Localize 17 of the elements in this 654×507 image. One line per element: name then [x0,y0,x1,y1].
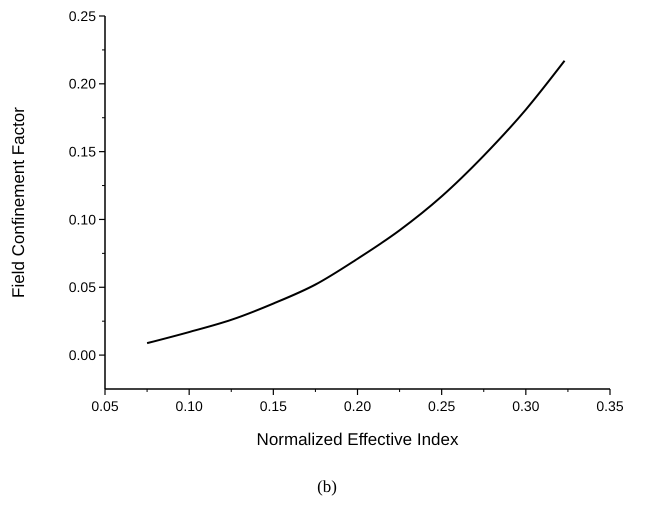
x-tick-label: 0.05 [91,398,119,414]
x-tick-label: 0.10 [176,398,204,414]
y-tick-label: 0.10 [68,211,96,228]
y-tick-label: 0.05 [68,279,96,296]
y-tick-label: 0.25 [68,8,96,24]
y-axis-title: Field Confinement Factor [9,106,28,298]
line-series [146,60,566,344]
y-tick-label: 0.20 [68,76,96,92]
x-tick-label: 0.15 [260,398,288,414]
x-tick-label: 0.30 [512,398,540,414]
x-tick-label: 0.20 [344,398,372,414]
x-tick-label: 0.25 [428,398,456,414]
x-axis-title: Normalized Effective Index [256,430,459,449]
y-tick-label: 0.00 [68,346,96,363]
x-tick-label: 0.35 [596,398,624,414]
text: (b) [317,477,337,496]
y-tick-label: 0.15 [68,144,96,160]
